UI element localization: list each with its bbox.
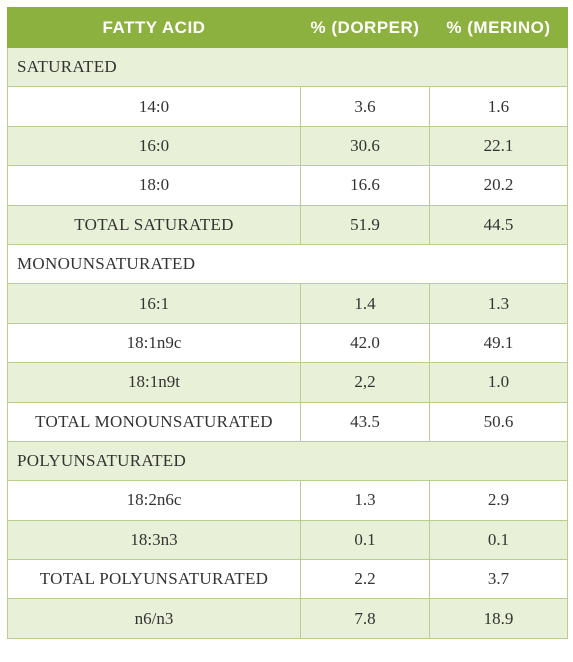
dorper-cell: 43.5	[300, 401, 430, 442]
merino-cell: 20.2	[429, 165, 568, 206]
merino-cell: 44.5	[429, 204, 568, 245]
merino-cell: 1.0	[429, 362, 568, 403]
acid-cell: TOTAL SATURATED	[7, 204, 301, 245]
acid-cell: 18:1n9c	[7, 322, 301, 364]
acid-cell: TOTAL POLYUNSATURATED	[7, 559, 301, 600]
header-fatty-acid: FATTY ACID	[7, 7, 301, 48]
dorper-cell: 2.2	[300, 559, 430, 600]
table-row: n6/n3 7.8 18.9	[7, 598, 568, 639]
table-row: 16:1 1.4 1.3	[7, 283, 568, 324]
dorper-cell: 2,2	[300, 362, 430, 403]
merino-cell: 0.1	[429, 519, 568, 561]
acid-cell: 18:0	[7, 165, 301, 206]
dorper-cell: 3.6	[300, 86, 430, 127]
table-row: 18:2n6c 1.3 2.9	[7, 480, 568, 521]
section-label: SATURATED	[7, 46, 568, 88]
section-label: MONOUNSATURATED	[7, 243, 568, 285]
section-row: SATURATED	[7, 46, 568, 88]
merino-cell: 49.1	[429, 322, 568, 364]
table-row: 14:0 3.6 1.6	[7, 86, 568, 127]
acid-cell: 18:1n9t	[7, 362, 301, 403]
dorper-cell: 16.6	[300, 165, 430, 206]
merino-cell: 22.1	[429, 125, 568, 167]
total-row: TOTAL SATURATED 51.9 44.5	[7, 204, 568, 245]
acid-cell: 14:0	[7, 86, 301, 127]
fatty-acid-table: FATTY ACID % (DORPER) % (MERINO) SATURAT…	[7, 7, 568, 639]
table-row: 18:1n9t 2,2 1.0	[7, 362, 568, 403]
dorper-cell: 7.8	[300, 598, 430, 639]
dorper-cell: 1.4	[300, 283, 430, 324]
merino-cell: 50.6	[429, 401, 568, 442]
dorper-cell: 30.6	[300, 125, 430, 167]
table-row: 18:0 16.6 20.2	[7, 165, 568, 206]
section-row: POLYUNSATURATED	[7, 440, 568, 482]
acid-cell: 18:2n6c	[7, 480, 301, 521]
total-row: TOTAL POLYUNSATURATED 2.2 3.7	[7, 559, 568, 600]
header-merino: % (MERINO)	[429, 7, 568, 48]
merino-cell: 1.3	[429, 283, 568, 324]
table-row: 16:0 30.6 22.1	[7, 125, 568, 167]
acid-cell: n6/n3	[7, 598, 301, 639]
header-dorper: % (DORPER)	[300, 7, 430, 48]
table-row: 18:1n9c 42.0 49.1	[7, 322, 568, 364]
merino-cell: 1.6	[429, 86, 568, 127]
acid-cell: 16:0	[7, 125, 301, 167]
total-row: TOTAL MONOUNSATURATED 43.5 50.6	[7, 401, 568, 442]
section-row: MONOUNSATURATED	[7, 243, 568, 285]
merino-cell: 3.7	[429, 559, 568, 600]
merino-cell: 2.9	[429, 480, 568, 521]
table-row: 18:3n3 0.1 0.1	[7, 519, 568, 561]
acid-cell: 16:1	[7, 283, 301, 324]
dorper-cell: 51.9	[300, 204, 430, 245]
dorper-cell: 0.1	[300, 519, 430, 561]
merino-cell: 18.9	[429, 598, 568, 639]
dorper-cell: 42.0	[300, 322, 430, 364]
dorper-cell: 1.3	[300, 480, 430, 521]
header-row: FATTY ACID % (DORPER) % (MERINO)	[7, 7, 568, 48]
acid-cell: 18:3n3	[7, 519, 301, 561]
section-label: POLYUNSATURATED	[7, 440, 568, 482]
acid-cell: TOTAL MONOUNSATURATED	[7, 401, 301, 442]
